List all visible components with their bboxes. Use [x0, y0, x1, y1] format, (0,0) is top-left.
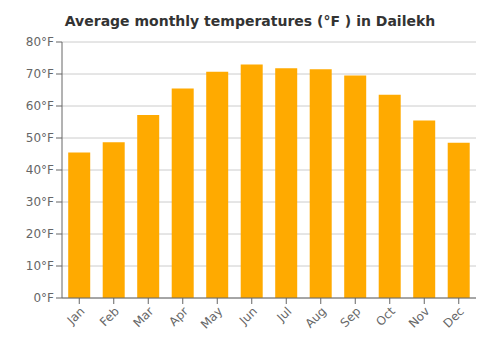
svg-text:70°F: 70°F: [26, 67, 54, 81]
svg-text:Aug: Aug: [302, 304, 328, 330]
svg-text:Feb: Feb: [97, 304, 122, 329]
html-text:Average monthly temperatures (: Average monthly temperatures (°F ) in Da…: [64, 13, 436, 29]
svg-text:Apr: Apr: [166, 304, 191, 329]
svg-text:80°F: 80°F: [26, 35, 54, 49]
svg-text:Jan: Jan: [64, 304, 88, 328]
svg-text:20°F: 20°F: [26, 227, 54, 241]
svg-text:60°F: 60°F: [26, 99, 54, 113]
svg-text:10°F: 10°F: [26, 259, 54, 273]
svg-text:Jul: Jul: [274, 304, 295, 325]
svg-text:0°F: 0°F: [33, 291, 54, 305]
svg-text:Sep: Sep: [337, 304, 363, 330]
svg-text:Mar: Mar: [130, 304, 156, 330]
svg-text:50°F: 50°F: [26, 131, 54, 145]
svg-text:Oct: Oct: [373, 304, 398, 329]
svg-text:Nov: Nov: [406, 304, 432, 330]
svg-text:Jun: Jun: [236, 304, 260, 328]
svg-text:May: May: [198, 304, 225, 331]
svg-text:30°F: 30°F: [26, 195, 54, 209]
svg-text:Dec: Dec: [441, 304, 467, 330]
svg-text:40°F: 40°F: [26, 163, 54, 177]
